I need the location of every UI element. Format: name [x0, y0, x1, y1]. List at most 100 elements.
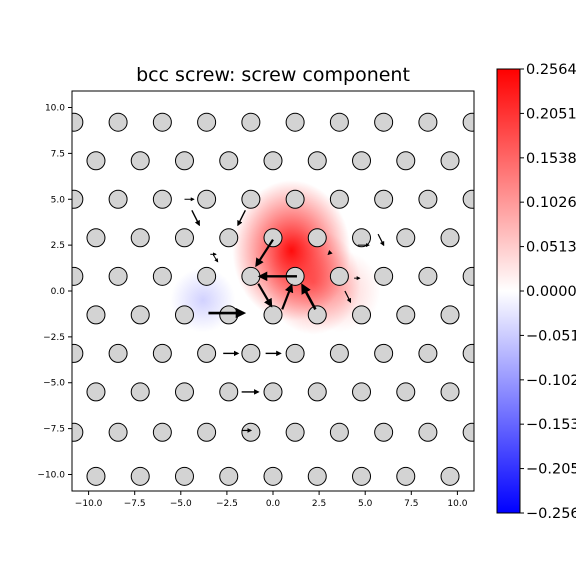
- displacement-field: [170, 180, 381, 335]
- y-tick-label: −7.5: [43, 425, 65, 435]
- atom-marker: [86, 151, 106, 171]
- atom-marker: [174, 466, 194, 486]
- atom-marker: [440, 466, 460, 486]
- atom-marker: [285, 343, 305, 363]
- y-tick-label: 10.0: [45, 104, 65, 114]
- atom-marker: [285, 112, 305, 132]
- atom-marker: [352, 305, 372, 325]
- atom-marker: [72, 343, 84, 363]
- y-tick-label: −2.5: [43, 333, 65, 343]
- atom-marker: [307, 151, 327, 171]
- atom-marker: [396, 228, 416, 248]
- atom-marker: [241, 189, 261, 209]
- atom-marker: [241, 112, 261, 132]
- atom-marker: [418, 343, 438, 363]
- atom-marker: [329, 266, 349, 286]
- colorbar-tick-label: −0.1026: [526, 373, 576, 389]
- atom-marker: [307, 466, 327, 486]
- atom-marker: [219, 228, 239, 248]
- colorbar-tick-label: 0.2051: [526, 106, 576, 122]
- atom-marker: [152, 343, 172, 363]
- atom-marker: [72, 189, 84, 209]
- atom-marker: [219, 305, 239, 325]
- atom-marker: [462, 112, 474, 132]
- atom-marker: [86, 466, 106, 486]
- atom-marker: [418, 112, 438, 132]
- atom-marker: [72, 112, 84, 132]
- displacement-arrow: [377, 233, 385, 247]
- atom-marker: [307, 228, 327, 248]
- displacement-arrow: [255, 239, 274, 268]
- atom-marker: [72, 266, 84, 286]
- atom-marker: [396, 305, 416, 325]
- atom-marker: [197, 266, 217, 286]
- atom-marker: [396, 382, 416, 402]
- y-tick-label: −5.0: [43, 379, 65, 389]
- atom-marker: [263, 228, 283, 248]
- y-axis: −10.0 −7.5 −5.0 −2.5 0.0 2.5 5.0 7.5 10.0: [37, 104, 72, 480]
- atom-marker: [418, 189, 438, 209]
- atom-marker: [329, 112, 349, 132]
- atom-marker: [152, 266, 172, 286]
- atom-marker: [352, 382, 372, 402]
- displacement-arrow: [191, 209, 200, 227]
- atom-marker: [307, 305, 327, 325]
- atom-marker: [108, 112, 128, 132]
- displacement-arrow: [281, 283, 294, 310]
- x-tick-label: 10.0: [447, 499, 467, 509]
- atom-marker: [263, 382, 283, 402]
- atom-marker: [396, 466, 416, 486]
- atom-marker: [241, 266, 261, 286]
- atom-marker: [462, 422, 474, 442]
- atom-marker: [374, 266, 394, 286]
- atom-marker: [307, 382, 327, 402]
- atom-marker: [352, 151, 372, 171]
- colorbar-tick-label: 0.0000: [526, 284, 576, 300]
- atom-marker: [174, 305, 194, 325]
- atom-marker: [197, 189, 217, 209]
- atom-marker: [462, 343, 474, 363]
- atom-markers: [72, 112, 474, 486]
- atom-marker: [440, 305, 460, 325]
- displacement-arrow: [257, 283, 273, 308]
- colorbar-tick-label: 0.1538: [526, 151, 576, 167]
- displacement-arrow: [301, 283, 317, 310]
- atom-marker: [219, 466, 239, 486]
- y-tick-label: 7.5: [51, 149, 65, 159]
- atom-marker: [263, 151, 283, 171]
- atom-marker: [130, 151, 150, 171]
- atom-marker: [86, 305, 106, 325]
- colorbar-tick-label: 0.0513: [526, 240, 576, 256]
- colorbar: [497, 69, 520, 513]
- colorbar-tick-label: 0.2564: [526, 62, 576, 78]
- atom-marker: [418, 422, 438, 442]
- atom-marker: [130, 228, 150, 248]
- atom-marker: [174, 228, 194, 248]
- x-axis: −10.0 −7.5 −5.0 −2.5 0.0 2.5 5.0 7.5 10.0: [75, 491, 468, 509]
- displacement-arrow: [327, 250, 333, 256]
- atom-marker: [263, 305, 283, 325]
- atom-marker: [174, 151, 194, 171]
- atom-marker: [329, 422, 349, 442]
- atom-marker: [152, 112, 172, 132]
- atom-marker: [72, 422, 84, 442]
- atom-marker: [152, 422, 172, 442]
- atom-marker: [440, 382, 460, 402]
- x-tick-label: 5.0: [358, 499, 373, 509]
- atom-marker: [197, 343, 217, 363]
- colorbar-tick-label: −0.2051: [526, 462, 576, 478]
- atom-marker: [374, 112, 394, 132]
- colorbar-tick-label: −0.0513: [526, 328, 576, 344]
- atom-marker: [329, 189, 349, 209]
- x-tick-label: −5.0: [170, 499, 192, 509]
- atom-marker: [462, 266, 474, 286]
- atom-marker: [108, 343, 128, 363]
- atom-marker: [108, 422, 128, 442]
- displacement-arrow: [237, 209, 246, 227]
- atom-marker: [352, 466, 372, 486]
- atom-marker: [108, 189, 128, 209]
- atom-marker: [374, 422, 394, 442]
- atom-marker: [440, 228, 460, 248]
- atom-marker: [374, 189, 394, 209]
